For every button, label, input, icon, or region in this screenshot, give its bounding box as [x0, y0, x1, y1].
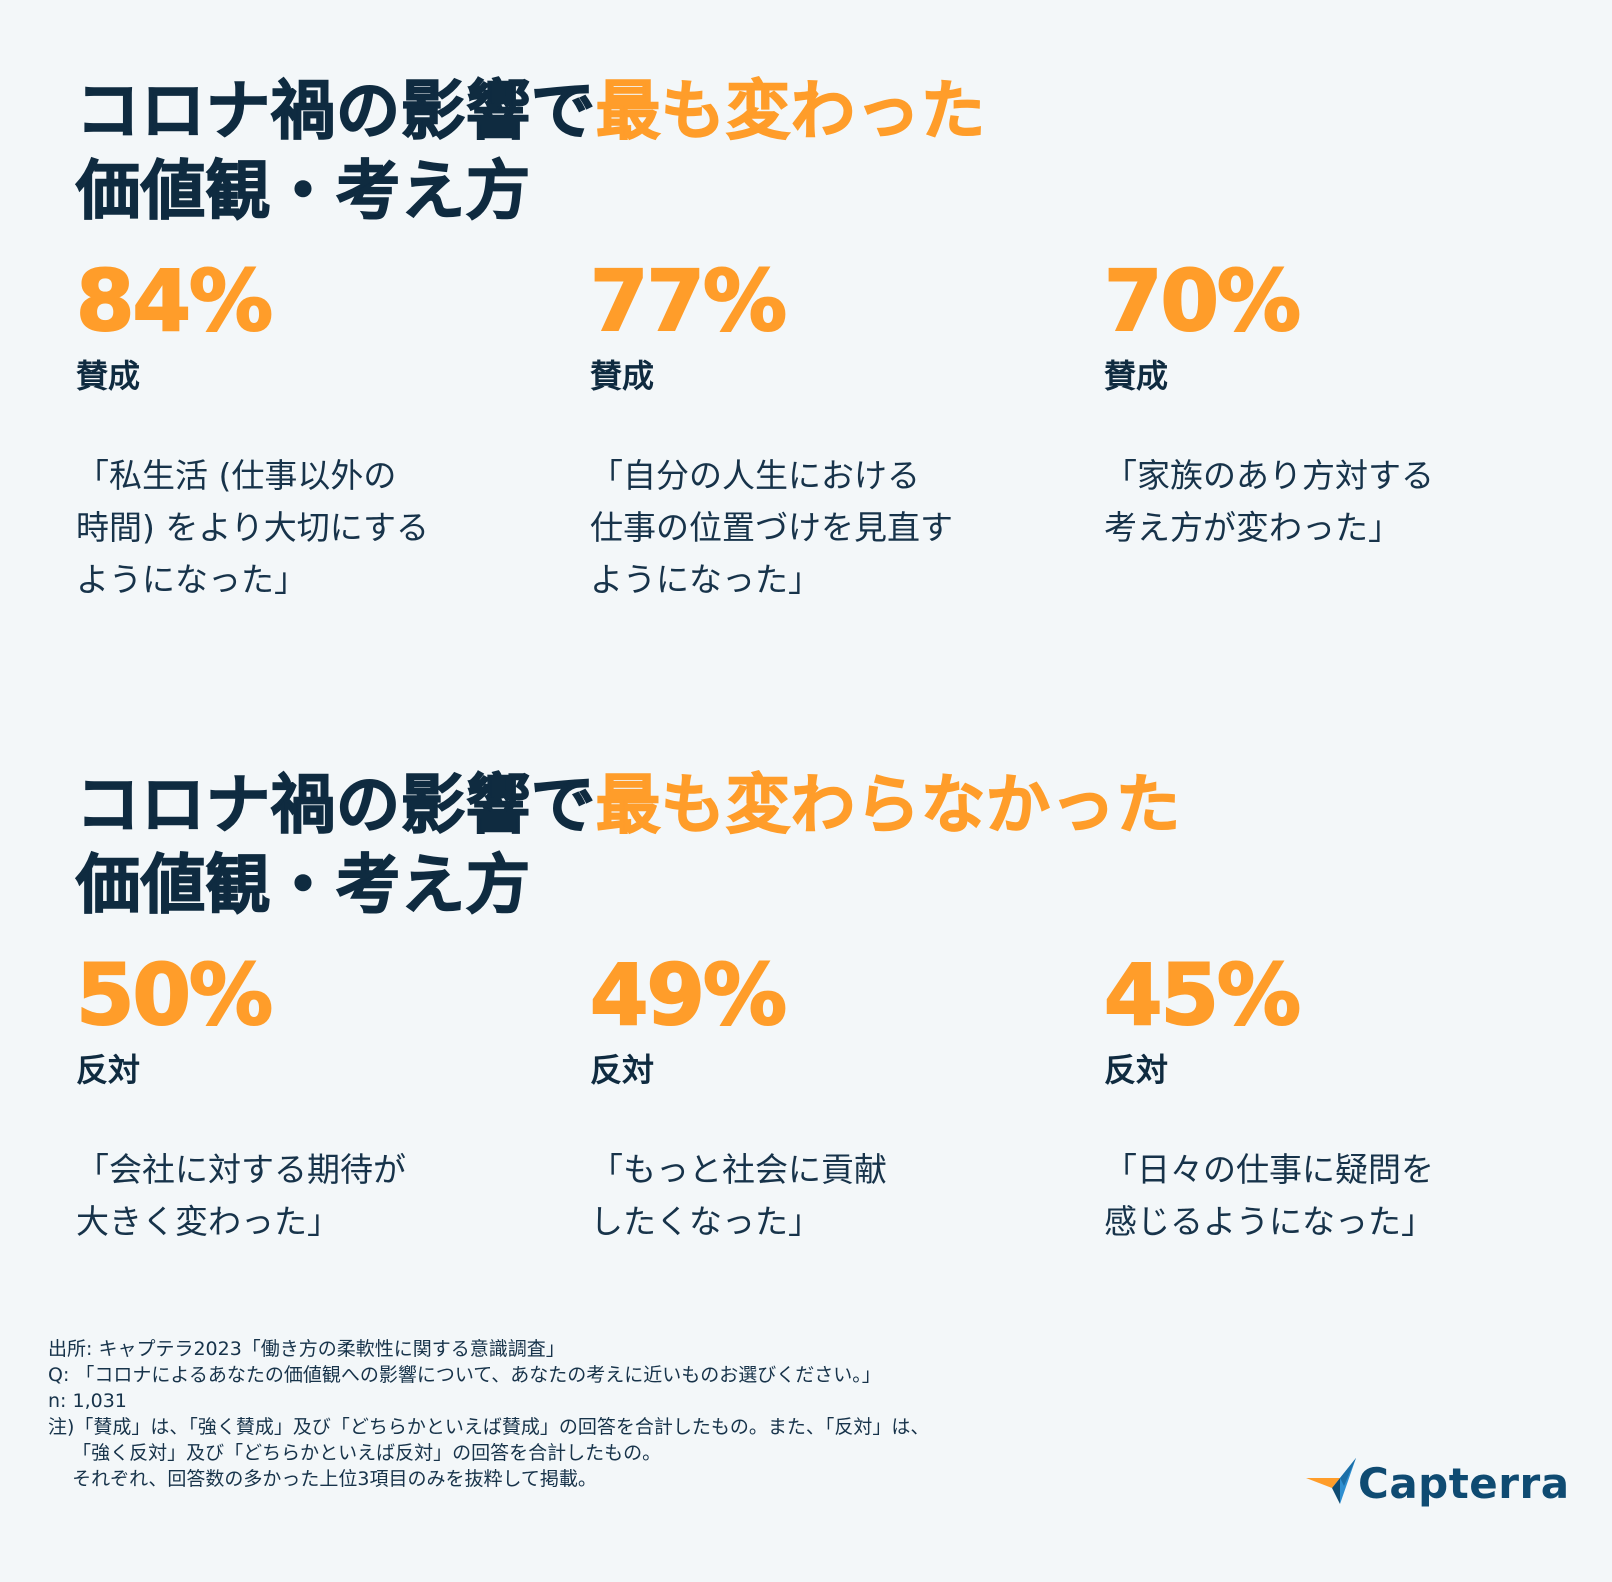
footnote-note: 「強く反対」及び「どちらかといえば反対」の回答を合計したもの。	[48, 1442, 662, 1464]
stat-quote: 「会社に対する期待が 大きく変わった」	[76, 1150, 406, 1241]
section-title: コロナ禍の影響で最も変わらなかった 価値観・考え方	[75, 766, 1556, 926]
stat-percent: 45%	[1103, 946, 1302, 1044]
stat-quote: 「家族のあり方対する 考え方が変わった」	[1104, 456, 1434, 547]
stat-card: 49% 反対 「もっと社会に貢献 したくなった」	[589, 946, 1030, 1248]
footnote-note: 注)「賛成」は、「強く賛成」及び「どちらかといえば賛成」の回答を合計したもの。ま…	[48, 1416, 930, 1438]
stat-verdict: 反対	[590, 1051, 655, 1089]
stats-row: 84% 賛成 「私生活 (仕事以外の 時間) をより大切にする ようになった」 …	[75, 252, 1556, 616]
logo-wordmark: Capterra	[1358, 1459, 1570, 1508]
stat-card: 45% 反対 「日々の仕事に疑問を 感じるようになった」	[1103, 946, 1544, 1248]
footnote-source: 出所: キャプテラ2023「働き方の柔軟性に関する意識調査」	[48, 1338, 565, 1360]
stat-card: 84% 賛成 「私生活 (仕事以外の 時間) をより大切にする ようになった」	[75, 252, 516, 606]
stat-verdict: 賛成	[1104, 357, 1169, 395]
stat-percent: 50%	[75, 946, 274, 1044]
stat-percent: 77%	[589, 252, 788, 350]
stat-verdict: 賛成	[76, 357, 141, 395]
stat-verdict: 反対	[1104, 1051, 1169, 1089]
stat-verdict: 反対	[76, 1051, 141, 1089]
section-title: コロナ禍の影響で最も変わった 価値観・考え方	[75, 72, 1556, 232]
stat-quote: 「私生活 (仕事以外の 時間) をより大切にする ようになった」	[76, 456, 430, 599]
stat-percent: 70%	[1103, 252, 1302, 350]
title-dark-part: コロナ禍の影響で	[75, 74, 596, 150]
section-least-changed: コロナ禍の影響で最も変わらなかった 価値観・考え方 50% 反対 「会社に対する…	[75, 766, 1556, 1241]
title-dark-part: コロナ禍の影響で	[75, 768, 596, 844]
stat-card: 50% 反対 「会社に対する期待が 大きく変わった」	[75, 946, 516, 1248]
stat-percent: 84%	[75, 252, 274, 350]
capterra-arrow-icon	[1306, 1458, 1356, 1504]
source-footnote: 出所: キャプテラ2023「働き方の柔軟性に関する意識調査」 Q: 「コロナによ…	[48, 1336, 1248, 1492]
stat-verdict: 賛成	[590, 357, 655, 395]
stat-card: 77% 賛成 「自分の人生における 仕事の位置づけを見直す ようになった」	[589, 252, 1030, 606]
stat-card: 70% 賛成 「家族のあり方対する 考え方が変わった」	[1103, 252, 1544, 554]
stats-row: 50% 反対 「会社に対する期待が 大きく変わった」 49% 反対 「もっと社会…	[75, 946, 1556, 1310]
footnote-note: それぞれ、回答数の多かった上位3項目のみを抜粋して掲載。	[48, 1468, 597, 1490]
stat-quote: 「日々の仕事に疑問を 感じるようになった」	[1104, 1150, 1434, 1241]
section-most-changed: コロナ禍の影響で最も変わった 価値観・考え方 84% 賛成 「私生活 (仕事以外…	[75, 72, 1556, 599]
title-highlight-part: 最も変わらなかった	[595, 768, 1181, 844]
title-line2: 価値観・考え方	[75, 848, 531, 924]
title-line2: 価値観・考え方	[75, 154, 531, 230]
title-highlight-part: 最も変わった	[595, 74, 986, 150]
stat-percent: 49%	[589, 946, 788, 1044]
stat-quote: 「もっと社会に貢献 したくなった」	[590, 1150, 887, 1241]
footnote-question: Q: 「コロナによるあなたの価値観への影響について、あなたの考えに近いものお選び…	[48, 1364, 881, 1386]
capterra-logo: Capterra	[1304, 1456, 1569, 1516]
footnote-sample: n: 1,031	[48, 1390, 127, 1412]
stat-quote: 「自分の人生における 仕事の位置づけを見直す ようになった」	[590, 456, 953, 599]
